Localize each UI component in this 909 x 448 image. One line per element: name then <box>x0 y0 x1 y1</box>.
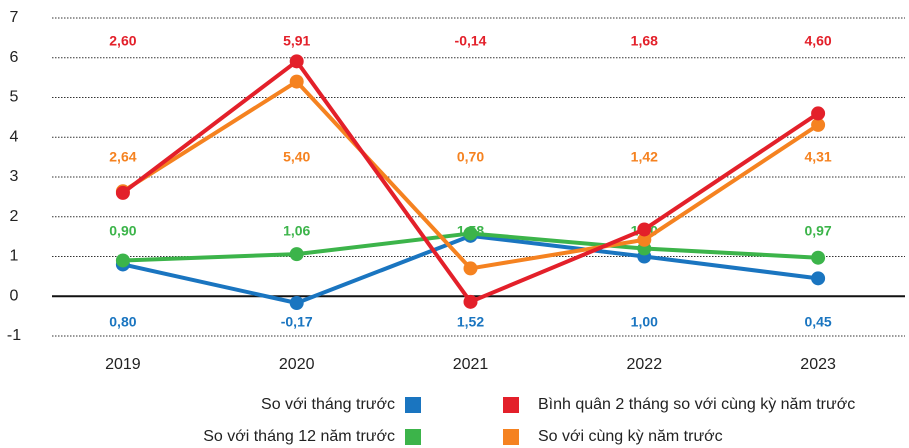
marker <box>463 226 478 241</box>
data-label: 2,60 <box>109 33 136 49</box>
data-label: -0,14 <box>455 33 487 49</box>
legend-label: So với tháng 12 năm trước <box>203 428 395 445</box>
legend-swatch <box>503 397 519 413</box>
marker <box>811 117 826 132</box>
marker <box>289 54 304 69</box>
marker <box>115 253 130 268</box>
y-tick-label: 4 <box>10 128 19 145</box>
y-tick-label: 6 <box>10 49 19 66</box>
y-tick-label: 1 <box>10 248 19 265</box>
data-label: 1,42 <box>631 149 658 165</box>
data-label: 0,90 <box>109 223 136 239</box>
data-label: 4,31 <box>804 149 831 165</box>
x-tick-label: 2021 <box>453 356 489 373</box>
x-tick-label: 2022 <box>627 356 663 373</box>
legend-swatch <box>503 429 519 445</box>
data-label: 1,00 <box>631 314 658 330</box>
data-label: 5,40 <box>283 149 310 165</box>
marker <box>463 294 478 309</box>
marker <box>811 271 826 286</box>
data-label: 0,70 <box>457 149 484 165</box>
x-tick-label: 2019 <box>105 356 141 373</box>
y-tick-label: -1 <box>7 327 21 344</box>
legend-swatch <box>405 429 421 445</box>
marker <box>289 247 304 262</box>
marker <box>637 222 652 237</box>
marker <box>463 261 478 276</box>
marker <box>289 296 304 311</box>
y-tick-label: 5 <box>10 89 19 106</box>
legend-label: Bình quân 2 tháng so với cùng kỳ năm trư… <box>538 396 855 413</box>
data-label: 1,52 <box>457 314 484 330</box>
legend-label: So với tháng trước <box>261 396 395 413</box>
x-tick-label: 2020 <box>279 356 315 373</box>
legend-swatch <box>405 397 421 413</box>
data-label: 1,68 <box>631 33 658 49</box>
marker <box>811 250 826 265</box>
y-tick-label: 7 <box>10 9 19 26</box>
y-tick-label: 2 <box>10 208 19 225</box>
data-label: 0,45 <box>804 314 831 330</box>
marker <box>289 74 304 89</box>
data-label: 5,91 <box>283 33 310 49</box>
y-tick-label: 0 <box>10 287 19 304</box>
x-tick-label: 2023 <box>800 356 836 373</box>
data-label: -0,17 <box>281 314 313 330</box>
data-label: 1,58 <box>457 223 484 239</box>
data-label: 0,97 <box>804 223 831 239</box>
data-label: 4,60 <box>804 33 831 49</box>
marker <box>637 232 652 247</box>
data-label: 0,80 <box>109 314 136 330</box>
marker <box>811 106 826 121</box>
data-label: 2,64 <box>109 149 136 165</box>
y-tick-label: 3 <box>10 168 19 185</box>
legend-label: So với cùng kỳ năm trước <box>538 428 723 445</box>
data-label: 1,06 <box>283 223 310 239</box>
marker <box>115 185 130 200</box>
